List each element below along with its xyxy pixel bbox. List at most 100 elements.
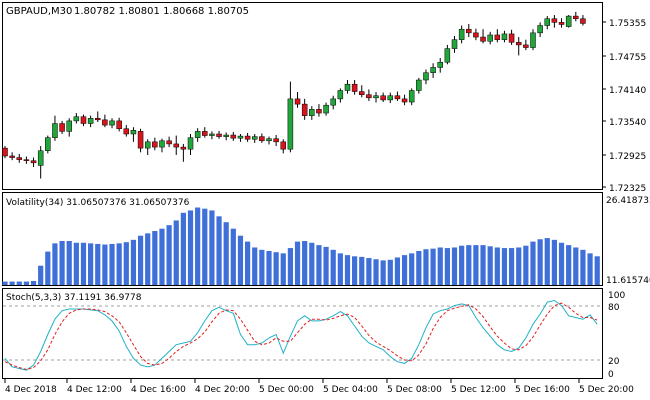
bull-candle: [287, 98, 294, 150]
main-panel-frame: [2, 2, 603, 190]
volatility-max-label: 26.418733: [606, 196, 650, 206]
bear-candle: [216, 133, 222, 137]
volatility-bar: [152, 231, 158, 285]
volatility-bar: [302, 241, 308, 285]
bull-candle: [387, 95, 394, 101]
stoch-main-line: [4, 299, 598, 371]
price-tick-label: 1.72925: [609, 152, 646, 162]
bull-candle: [237, 135, 244, 139]
bear-candle: [366, 94, 372, 99]
volatility-bar: [309, 242, 315, 285]
volatility-bar: [473, 245, 479, 285]
time-tick-label: 5 Dec 20:00: [579, 385, 634, 395]
symbol-label: GBPAUD,M30: [6, 6, 72, 17]
volatility-bar: [102, 244, 108, 285]
bear-candle: [273, 138, 279, 143]
volatility-bar: [444, 248, 450, 285]
volatility-bar: [209, 210, 215, 285]
stoch-panel-frame: [2, 288, 603, 379]
volatility-bar: [259, 249, 265, 285]
volatility-bar: [344, 255, 351, 285]
volatility-bar: [45, 251, 51, 285]
volatility-bar: [88, 243, 94, 285]
volatility-bar: [416, 251, 422, 285]
bear-candle: [23, 159, 30, 161]
bear-candle: [2, 147, 8, 157]
bear-candle: [316, 109, 322, 114]
bear-candle: [80, 116, 87, 124]
bear-candle: [259, 136, 265, 142]
time-tick-label: 5 Dec 12:00: [451, 385, 506, 395]
volatility-bar: [409, 253, 415, 285]
volatility-bar: [430, 248, 436, 285]
bear-candle: [59, 123, 65, 132]
bear-candle: [551, 18, 558, 23]
bear-candle: [123, 128, 130, 135]
volatility-bar: [187, 210, 194, 285]
stoch-axis: 100 80 20 0: [608, 291, 625, 380]
stoch-lines-layer: [4, 299, 598, 371]
volatility-bar: [38, 265, 44, 285]
bull-candle: [544, 18, 551, 26]
price-axis: 1.75355 1.74755 1.74140 1.73540 1.72925 …: [602, 19, 646, 194]
volatility-bar: [373, 259, 379, 285]
volatility-bar: [16, 281, 22, 285]
volatility-bar: [423, 249, 429, 285]
volatility-bar: [587, 253, 593, 285]
volatility-bar: [80, 242, 87, 285]
volatility-bar: [544, 238, 550, 285]
bull-candle: [458, 28, 465, 40]
volatility-bar: [437, 247, 443, 285]
bear-candle: [173, 143, 179, 148]
bear-candle: [394, 95, 401, 100]
volatility-bar: [594, 256, 600, 285]
stoch-label: Stoch(5,3,3) 37.1191 36.9778: [6, 293, 142, 303]
bear-candle: [580, 18, 586, 24]
volatility-bar: [130, 239, 137, 285]
price-tick-label: 1.74140: [609, 86, 646, 96]
volatility-bar: [280, 253, 286, 285]
bear-candle: [16, 157, 23, 160]
bear-candle: [466, 28, 472, 34]
bull-candle: [537, 25, 543, 34]
volatility-bar: [230, 228, 236, 285]
bull-candle: [323, 104, 329, 114]
bull-candle: [159, 140, 165, 148]
volatility-bar: [337, 253, 343, 285]
bull-candle: [423, 72, 429, 81]
bear-candle: [294, 98, 301, 105]
volatility-bar: [137, 235, 144, 285]
volatility-bar: [166, 225, 172, 285]
bull-candle: [37, 150, 44, 166]
volatility-bar: [244, 241, 251, 285]
volatility-bar: [287, 248, 293, 285]
bull-candle: [444, 48, 451, 63]
bear-candle: [137, 131, 144, 149]
volatility-bar: [387, 259, 393, 285]
volatility-bar: [73, 242, 79, 285]
bull-candle: [66, 120, 72, 132]
volatility-bar: [237, 235, 244, 285]
volatility-bar: [516, 247, 522, 285]
volatility-bar: [252, 247, 258, 285]
bull-candle: [344, 83, 351, 91]
bull-candle: [437, 61, 443, 68]
bull-candle: [130, 130, 137, 135]
volatility-bar: [401, 255, 408, 285]
volatility-bar: [366, 258, 372, 285]
bull-candle: [451, 39, 458, 49]
volatility-bar: [466, 245, 472, 285]
bear-candle: [523, 44, 529, 48]
volatility-bar: [273, 252, 279, 285]
bear-candle: [102, 119, 108, 126]
volatility-bar: [394, 257, 401, 285]
stoch-tick-label: 80: [608, 303, 620, 313]
stoch-tick-label: 100: [608, 291, 625, 301]
ohlc-label: 1.80782 1.80801 1.80668 1.80705: [74, 6, 249, 17]
volatility-bar: [523, 245, 529, 285]
volatility-panel-frame: [2, 192, 603, 286]
bull-candle: [187, 137, 194, 150]
bull-candle: [416, 79, 422, 91]
volatility-bar: [116, 243, 122, 285]
bull-candle: [337, 90, 344, 100]
